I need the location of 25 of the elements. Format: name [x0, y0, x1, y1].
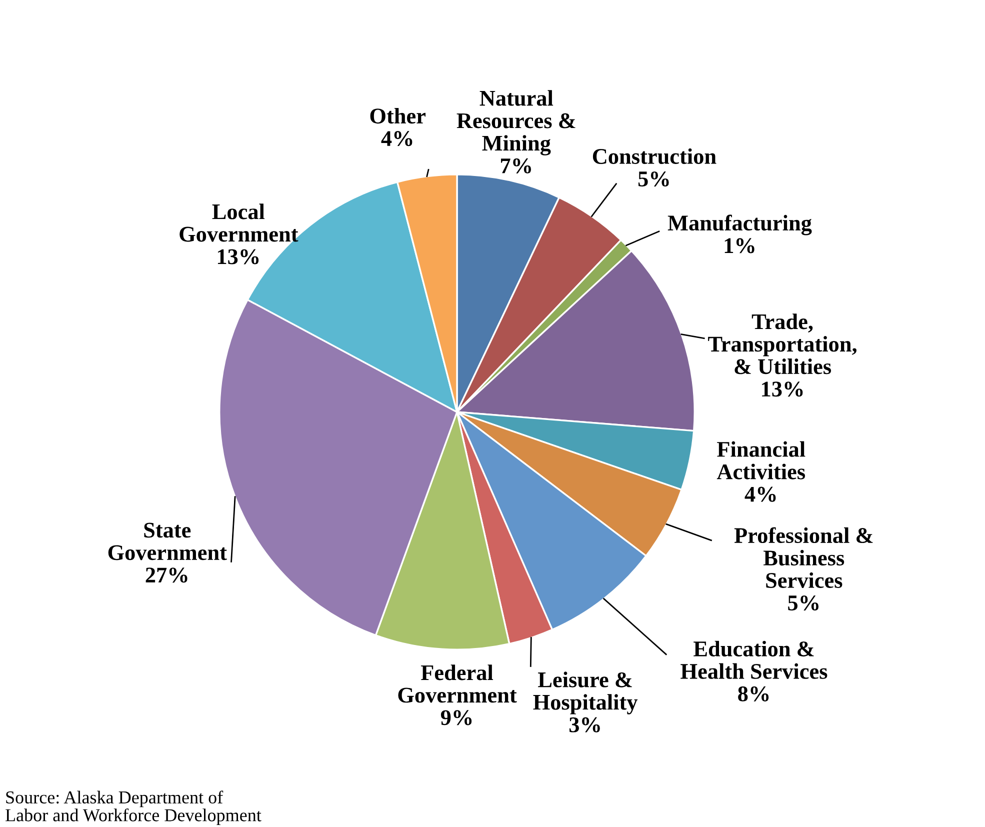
data-label: 13% — [762, 382, 803, 397]
data-label: 8% — [738, 686, 769, 702]
source-note: Source: Alaska Department of Labor and Workforce Development — [6, 790, 262, 825]
data-label: 9% — [440, 710, 472, 726]
slice-label: Leisure & Hospitality — [533, 672, 638, 714]
slice-label: Education & Health Services — [680, 640, 828, 679]
data-label: 3% — [569, 717, 600, 732]
data-label: 7% — [501, 158, 531, 174]
data-label: 1% — [724, 238, 754, 254]
slice-label: Professional & Business Services — [734, 527, 873, 588]
data-label: 4% — [381, 131, 412, 146]
slice-label: State Government — [108, 522, 227, 560]
data-label: 13% — [218, 249, 259, 264]
slice-label: Other — [370, 108, 426, 124]
slice-label: Federal Government — [398, 664, 517, 703]
data-label: 5% — [638, 171, 669, 187]
data-label: 4% — [744, 486, 776, 502]
slice-label: Local Government — [180, 204, 298, 242]
slice-label: Construction — [592, 148, 716, 164]
slice-label: Manufacturing — [668, 214, 812, 236]
slice-label: Natural Resources & Mining — [456, 90, 576, 156]
slice-label: Financial Activities — [716, 441, 806, 480]
data-label: 27% — [146, 568, 188, 583]
data-label: 5% — [788, 595, 818, 611]
slice-label: Trade, Transportation, & Utilities — [708, 314, 856, 374]
